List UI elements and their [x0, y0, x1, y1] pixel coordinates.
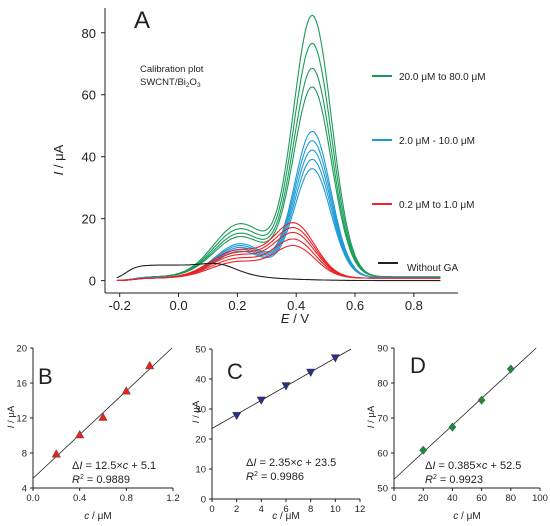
- panel-a-legend-label: 2.0 μM - 10.0 μM: [399, 136, 475, 147]
- panel-b-data-point: [121, 386, 131, 395]
- panel-b-equation: ΔI = 12.5×c + 5.1: [72, 460, 156, 472]
- panel-d-xlabel: c / μM: [453, 511, 480, 522]
- panel-b-y-tick-label: 12: [16, 414, 27, 425]
- panel-b-r2: R2 = 0.9889: [72, 474, 130, 486]
- panel-b-ylabel: I / μA: [6, 405, 17, 428]
- panel-a-curve-green: [116, 86, 441, 281]
- panel-a-curve-blue: [116, 149, 441, 282]
- panel-d-y-tick-label: 60: [377, 449, 388, 460]
- panel-c-x-tick-label: 2: [234, 504, 239, 515]
- panel-c-x-tick-label: 4: [259, 504, 264, 515]
- panel-a-x-tick-label: 0.6: [346, 298, 364, 313]
- panel-c-x-tick-label: 6: [283, 504, 288, 515]
- panel-b-y-tick-label: 4: [22, 484, 27, 495]
- panel-d-x-tick-label: 100: [532, 493, 548, 504]
- panel-a-y-tick-label: 60: [82, 88, 96, 103]
- panel-b-letter: B: [38, 364, 53, 389]
- panel-c-data-point: [232, 412, 242, 421]
- panel-b-x-tick-label: 1.2: [166, 493, 179, 504]
- panel-a-curve-black: [116, 262, 441, 282]
- panel-d-calibration: D ΔI = 0.385×c + 52.5 R2 = 0.9923 50 60 70…: [366, 344, 548, 523]
- panel-c-data-point: [281, 382, 291, 391]
- panel-a-y-tick-label: 0: [89, 274, 96, 289]
- panel-c-calibration: C ΔI = 2.35×c + 23.5 R2 = 0.9986 0102030…: [191, 345, 365, 523]
- panel-d-ylabel: I / μA: [366, 405, 377, 428]
- panel-b-data-point: [98, 412, 108, 421]
- panel-a-legend-label: Without GA: [407, 263, 458, 274]
- panel-a-curve-red: [116, 238, 441, 282]
- panel-c-y-tick-label: 40: [195, 375, 206, 386]
- panel-a-curve-red: [116, 226, 441, 282]
- panel-b-data-point: [51, 449, 61, 458]
- panel-c-x-tick-label: 8: [308, 504, 313, 515]
- panel-d-data-point: [448, 422, 457, 432]
- panel-a-x-tick-label: -0.2: [109, 298, 131, 313]
- panel-c-y-tick-label: 20: [195, 435, 206, 446]
- panel-c-letter: C: [227, 359, 243, 384]
- panel-a-xlabel: E / V: [281, 311, 310, 326]
- panel-d-data-point: [477, 395, 486, 405]
- panel-d-y-tick-label: 80: [377, 379, 388, 390]
- panel-c-equation: ΔI = 2.35×c + 23.5: [246, 457, 336, 469]
- panel-c-y-tick-label: 50: [195, 345, 206, 356]
- panel-b-x-tick-label: 0.8: [120, 493, 133, 504]
- panel-b-data-point: [75, 429, 85, 439]
- panel-d-x-tick-label: 60: [476, 493, 487, 504]
- panel-d-x-tick-label: 0: [391, 493, 396, 504]
- panel-d-y-tick-label: 50: [377, 484, 388, 495]
- panel-a-legend-label: 20.0 μM to 80.0 μM: [399, 72, 486, 83]
- panel-c-data-point: [330, 354, 340, 363]
- panel-c-data-point: [256, 396, 266, 405]
- panel-a-ylabel: I / μA: [51, 144, 66, 175]
- panel-b-y-tick-label: 8: [22, 449, 27, 460]
- panel-a-curve-red: [116, 222, 441, 282]
- panel-a-curve-blue: [116, 130, 441, 282]
- panel-d-x-tick-label: 80: [506, 493, 517, 504]
- panel-d-equation: ΔI = 0.385×c + 52.5: [425, 460, 521, 472]
- panel-c-r2: R2 = 0.9986: [246, 471, 304, 483]
- panel-b-calibration: B ΔI = 12.5×c + 5.1 R2 = 0.9889 4 8 12 16 20…: [6, 344, 180, 523]
- panel-c-x-tick-label: 0: [209, 504, 214, 515]
- panel-d-data-point: [506, 364, 515, 374]
- panel-a-y-tick-label: 20: [82, 212, 96, 227]
- panel-c-ylabel: I / μA: [191, 400, 202, 423]
- panel-b-x-tick-label: 0.0: [26, 493, 39, 504]
- panel-a-x-tick-label: 0.2: [228, 298, 246, 313]
- panel-a-x-tick-label: 0.8: [405, 298, 423, 313]
- panel-a-curve-red: [116, 231, 441, 282]
- panel-a-voltammogram: A Calibration plot SWCNT/Bi2O3 I / μA E …: [51, 7, 486, 326]
- panel-c-y-tick-label: 30: [195, 405, 206, 416]
- panel-a-y-tick-label: 80: [82, 26, 96, 41]
- panel-a-legend-label: 0.2 μM to 1.0 μM: [399, 200, 474, 211]
- panel-c-x-tick-label: 12: [355, 504, 366, 515]
- panel-b-y-tick-label: 20: [16, 344, 27, 355]
- panel-a-x-tick-label: 0.4: [287, 298, 305, 313]
- panel-c-y-tick-label: 0: [201, 495, 206, 506]
- panel-d-x-tick-label: 20: [418, 493, 429, 504]
- panel-c-data-point: [306, 368, 316, 378]
- panel-a-annotation-line2: SWCNT/Bi2O3: [140, 77, 201, 89]
- panel-b-data-point: [145, 360, 155, 370]
- panel-c-xlabel: c / μM: [272, 511, 299, 522]
- panel-d-data-point: [419, 445, 428, 455]
- panel-d-y-tick-label: 70: [377, 414, 388, 425]
- panel-d-x-tick-label: 40: [447, 493, 458, 504]
- panel-d-r2: R2 = 0.9923: [425, 474, 483, 486]
- panel-a-x-tick-label: 0.0: [170, 298, 188, 313]
- panel-a-annotation-line1: Calibration plot: [140, 64, 204, 75]
- panel-b-y-tick-label: 16: [16, 379, 27, 390]
- panel-d-letter: D: [410, 353, 426, 378]
- panel-b-x-tick-label: 0.4: [73, 493, 86, 504]
- panel-c-y-tick-label: 10: [195, 465, 206, 476]
- panel-b-xlabel: c / μM: [84, 511, 111, 522]
- panel-c-x-tick-label: 10: [330, 504, 341, 515]
- panel-a-letter: A: [134, 7, 150, 34]
- panel-a-curve-green: [116, 14, 441, 281]
- panel-a-y-tick-label: 40: [82, 150, 96, 165]
- panel-d-y-tick-label: 90: [377, 344, 388, 355]
